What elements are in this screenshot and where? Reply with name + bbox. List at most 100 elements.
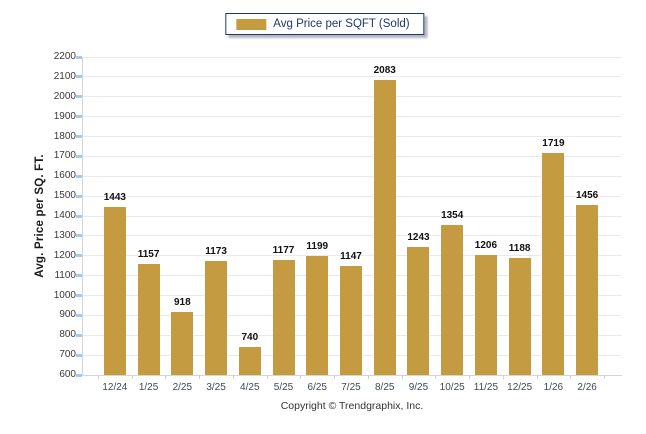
gridline (82, 136, 622, 137)
x-tick-label: 9/25 (408, 382, 429, 393)
y-tick-mark (76, 274, 82, 278)
x-tick-label: 10/25 (439, 382, 465, 393)
bar (373, 80, 396, 375)
x-tick-mark (367, 375, 369, 379)
y-tick-mark (76, 154, 82, 158)
bar (407, 247, 430, 375)
y-tick-label: 1100 (54, 269, 76, 281)
y-tick-label: 2000 (53, 90, 76, 102)
x-tick-label: 4/25 (240, 382, 260, 393)
y-tick-label: 1700 (53, 150, 76, 162)
legend-label: Avg Price per SQFT (Sold) (273, 18, 410, 30)
x-axis-line (82, 374, 622, 376)
bar (306, 255, 329, 375)
y-tick-label: 600 (59, 369, 76, 380)
y-tick-label: 2200 (53, 51, 76, 62)
chart-legend: Avg Price per SQFT (Sold) (225, 13, 425, 35)
bar-value-label: 2083 (373, 65, 396, 77)
y-tick-mark (76, 373, 82, 377)
x-tick-mark (98, 375, 99, 379)
x-tick-mark (232, 375, 234, 379)
bar-value-label: 1243 (407, 232, 430, 244)
bar (205, 261, 228, 375)
gridline (82, 255, 622, 257)
y-tick-label: 2100 (53, 70, 76, 82)
y-tick-label: 1500 (53, 190, 76, 202)
y-tick-mark (76, 135, 82, 138)
y-tick-label: 800 (59, 329, 76, 341)
x-tick-mark (131, 375, 133, 379)
gridline (82, 96, 622, 98)
y-tick-mark (76, 95, 82, 99)
gridline (82, 215, 622, 217)
bar-value-label: 1173 (205, 246, 227, 258)
bar (103, 207, 126, 375)
x-tick-label: 7/25 (341, 382, 361, 393)
gridline (82, 56, 622, 58)
bar (542, 152, 565, 375)
y-tick-mark (76, 55, 82, 59)
x-tick-label: 12/25 (507, 382, 533, 393)
bar (474, 254, 497, 375)
y-tick-label: 700 (59, 349, 76, 361)
bar-value-label: 1188 (508, 243, 531, 255)
copyright-text: Copyright © Trendgraphix, Inc. (280, 400, 424, 412)
bar (272, 260, 295, 375)
bar-value-label: 1354 (441, 210, 464, 222)
bar (340, 266, 362, 375)
bar-value-label: 918 (173, 296, 191, 308)
y-tick-label: 1400 (53, 210, 76, 221)
x-tick-label: 11/25 (473, 382, 499, 393)
x-tick-label: 2/26 (577, 382, 597, 393)
y-tick-label: 1800 (53, 130, 76, 142)
y-tick-label: 1300 (53, 229, 76, 241)
x-tick-label: 1/26 (543, 382, 564, 393)
y-tick-mark (76, 353, 82, 357)
x-tick-label: 1/25 (138, 382, 159, 393)
legend-color-swatch (236, 18, 267, 30)
x-tick-mark (536, 375, 538, 379)
x-tick-label: 8/25 (374, 382, 395, 393)
x-tick-mark (502, 375, 504, 379)
y-tick-label: 1000 (53, 289, 76, 301)
x-tick-mark (570, 375, 572, 379)
y-axis-line (82, 57, 83, 375)
bar (441, 225, 464, 375)
gridline (82, 195, 622, 197)
x-tick-label: 6/25 (307, 382, 327, 393)
gridline (82, 235, 622, 237)
y-tick-mark (76, 75, 82, 79)
bar-value-label: 1719 (542, 137, 565, 149)
x-tick-mark (334, 375, 336, 379)
y-tick-mark (76, 234, 82, 238)
bar-value-label: 1206 (474, 239, 498, 251)
bar (508, 258, 531, 375)
bar-value-label: 1443 (103, 192, 126, 204)
y-tick-mark (76, 115, 82, 119)
x-tick-mark (165, 375, 167, 379)
x-tick-label: 3/25 (206, 382, 226, 393)
bar-value-label: 1157 (137, 249, 160, 261)
y-tick-mark (76, 333, 82, 337)
y-tick-mark (76, 254, 82, 258)
bar (238, 347, 261, 375)
x-tick-mark (604, 375, 605, 379)
bar-value-label: 1456 (576, 189, 599, 201)
bar (137, 264, 160, 375)
y-tick-label: 1600 (53, 170, 76, 182)
gridline (82, 175, 622, 177)
y-tick-mark (76, 194, 82, 198)
bar-value-label: 1177 (272, 245, 295, 257)
x-tick-label: 12/24 (102, 382, 128, 393)
bar (576, 204, 599, 375)
gridline (82, 116, 622, 118)
y-tick-mark (76, 214, 82, 218)
x-tick-label: 5/25 (273, 382, 294, 393)
x-tick-mark (266, 375, 268, 379)
y-tick-label: 1200 (53, 249, 76, 261)
bar-value-label: 740 (241, 332, 259, 344)
x-tick-mark (435, 375, 437, 379)
x-tick-mark (469, 375, 471, 379)
